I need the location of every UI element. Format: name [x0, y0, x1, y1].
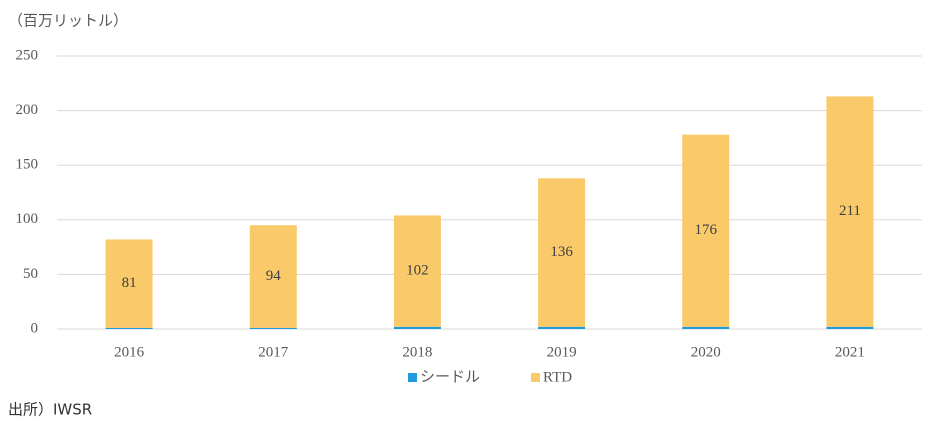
bar-segment — [105, 239, 153, 328]
y-tick-label: 0 — [31, 320, 39, 336]
x-tick-label: 2021 — [835, 344, 865, 360]
data-label: 81 — [122, 275, 137, 291]
y-tick-label: 150 — [16, 157, 39, 173]
bar-segment — [249, 327, 297, 329]
data-label: 211 — [839, 203, 861, 219]
y-tick-label: 200 — [16, 102, 39, 118]
bar-segment — [538, 178, 586, 327]
bar-segment — [682, 326, 730, 329]
bar-segment — [249, 225, 297, 328]
bar-segment — [826, 326, 874, 329]
x-tick-label: 2016 — [114, 344, 145, 360]
bar-segment — [393, 326, 441, 329]
x-tick-label: 2017 — [258, 344, 289, 360]
legend-swatch — [531, 373, 540, 382]
x-tick-label: 2019 — [547, 344, 577, 360]
y-axis-label: （百万リットル） — [8, 12, 128, 29]
legend-label: シードル — [420, 369, 480, 385]
x-tick-label: 2018 — [402, 344, 432, 360]
data-label: 102 — [406, 263, 429, 279]
data-label: 136 — [550, 244, 573, 260]
bar-segment — [393, 215, 441, 327]
bar-segment — [826, 96, 874, 327]
data-label: 94 — [266, 268, 282, 284]
legend-swatch — [408, 373, 417, 382]
y-tick-label: 100 — [16, 211, 39, 227]
bar-segment — [105, 327, 153, 329]
source: 出所）IWSR — [8, 401, 92, 419]
y-tick-label: 50 — [23, 266, 38, 282]
bar-segment — [538, 326, 586, 329]
legend-label: RTD — [543, 369, 572, 385]
y-tick-label: 250 — [16, 47, 39, 63]
data-label: 176 — [695, 222, 718, 238]
x-tick-label: 2020 — [691, 344, 721, 360]
bar-segment — [682, 134, 730, 327]
